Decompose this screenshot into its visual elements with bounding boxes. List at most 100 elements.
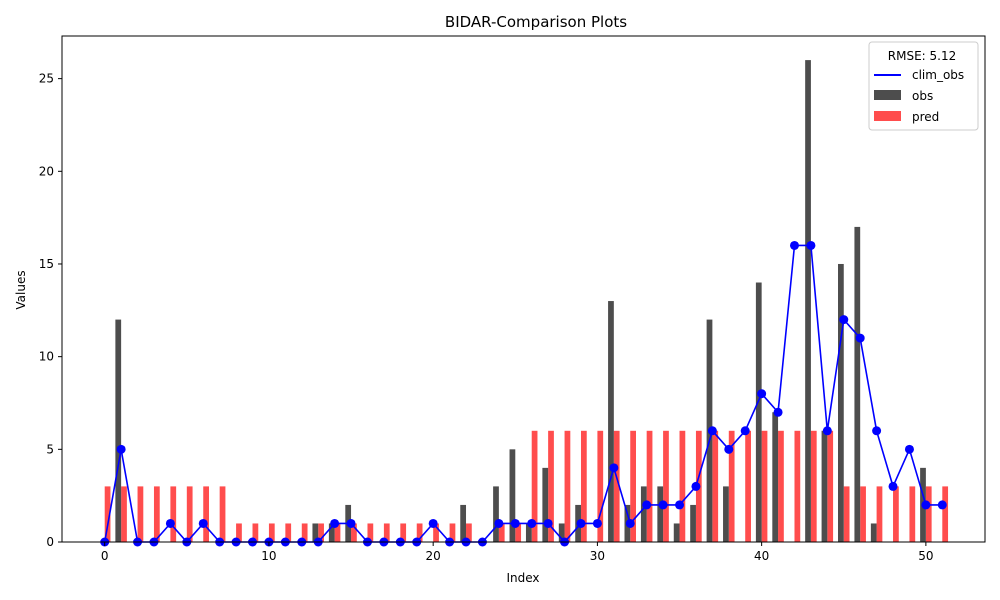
pred-bar [449, 523, 456, 542]
legend-swatch-pred [874, 111, 901, 121]
pred-bar [712, 430, 719, 542]
clim-obs-point [592, 518, 602, 528]
clim-obs-point [789, 240, 799, 250]
pred-bar [400, 523, 407, 542]
clim-obs-point [625, 518, 635, 528]
pred-bar [778, 430, 784, 542]
pred-bar [827, 430, 834, 542]
pred-bar [318, 523, 324, 542]
pred-bar [613, 430, 620, 542]
clim-obs-point [675, 500, 685, 510]
pred-bar [925, 486, 932, 542]
obs-bar [870, 523, 877, 542]
y-tick-label: 25 [39, 72, 54, 86]
pred-bar [942, 486, 949, 542]
obs-bar [558, 523, 565, 542]
obs-bar [312, 523, 319, 542]
clim-obs-point [691, 481, 701, 491]
clim-obs-point [757, 389, 767, 399]
clim-obs-point [872, 426, 882, 436]
clim-obs-point [658, 500, 668, 510]
obs-bar [657, 486, 664, 542]
pred-bar [466, 523, 472, 542]
clim-obs-point [198, 518, 208, 528]
obs-bar [821, 430, 828, 542]
y-axis-label: Values [14, 270, 28, 309]
obs-bar [542, 467, 549, 542]
pred-bar [580, 430, 587, 542]
pred-bar [236, 523, 242, 542]
clim-obs-line [103, 244, 943, 544]
obs-bar [772, 412, 779, 542]
pred-bar [433, 523, 439, 542]
clim-obs-point [428, 518, 438, 528]
x-tick-label: 40 [754, 549, 769, 563]
pred-bar [367, 523, 374, 542]
obs-bar [723, 486, 729, 542]
pred-bars [104, 430, 949, 542]
pred-bar [597, 430, 604, 542]
pred-bar [383, 523, 390, 542]
clim-obs-point [806, 240, 816, 250]
clim-obs-point [494, 518, 504, 528]
pred-bar [121, 486, 127, 542]
pred-bar [498, 523, 505, 542]
legend-label-pred: pred [912, 110, 939, 124]
clim-obs-point [330, 518, 340, 528]
clim-obs-point [346, 518, 356, 528]
pred-bar [137, 486, 144, 542]
clim-obs-point [642, 500, 652, 510]
clim-obs-point [904, 444, 914, 454]
x-tick-label: 0 [101, 549, 109, 563]
legend-label-obs: obs [912, 89, 933, 103]
obs-bar [673, 523, 680, 542]
clim-obs-point [921, 500, 931, 510]
pred-bar [170, 486, 177, 542]
clim-obs-point [543, 518, 553, 528]
pred-bar [761, 430, 768, 542]
pred-bar [334, 523, 341, 542]
obs-bar [509, 449, 516, 542]
pred-bar [876, 486, 883, 542]
clim-obs-point [724, 444, 734, 454]
pred-bar [416, 523, 423, 542]
pred-bar [219, 486, 226, 542]
clim-obs-point [609, 463, 619, 473]
x-axis-label: Index [506, 571, 539, 585]
obs-bar [493, 486, 499, 542]
clim-obs-point [888, 481, 898, 491]
clim-obs-point [773, 407, 783, 417]
legend: RMSE: 5.12 clim_obs obs pred [868, 41, 979, 131]
clim-obs-point [165, 518, 175, 528]
pred-bar [268, 523, 275, 542]
x-tick-label: 50 [918, 549, 933, 563]
y-axis: 0 5 10 15 20 25 [39, 72, 62, 549]
pred-bar [745, 430, 751, 542]
pred-bar [531, 430, 538, 542]
legend-label-clim-obs: clim_obs [912, 68, 964, 82]
legend-swatch-obs [874, 90, 901, 100]
pred-bar [548, 430, 554, 542]
obs-bar [755, 282, 762, 542]
x-tick-label: 30 [590, 549, 605, 563]
legend-box [868, 41, 979, 131]
obs-bar [460, 504, 467, 542]
clim-obs-series [100, 240, 947, 547]
pred-bar [153, 486, 160, 542]
clim-obs-point [707, 426, 717, 436]
clim-obs-point [576, 518, 586, 528]
clim-obs-point [510, 518, 520, 528]
clim-obs-point [822, 426, 832, 436]
clim-obs-point [937, 500, 947, 510]
pred-bar [728, 430, 735, 542]
obs-bar [690, 504, 696, 542]
clim-obs-point [855, 333, 865, 343]
pred-bar [810, 430, 817, 542]
pred-bar [794, 430, 801, 542]
clim-obs-point [839, 315, 849, 325]
obs-bar [608, 301, 614, 542]
pred-bar [860, 486, 866, 542]
pred-bar [679, 430, 686, 542]
pred-bar [564, 430, 571, 542]
